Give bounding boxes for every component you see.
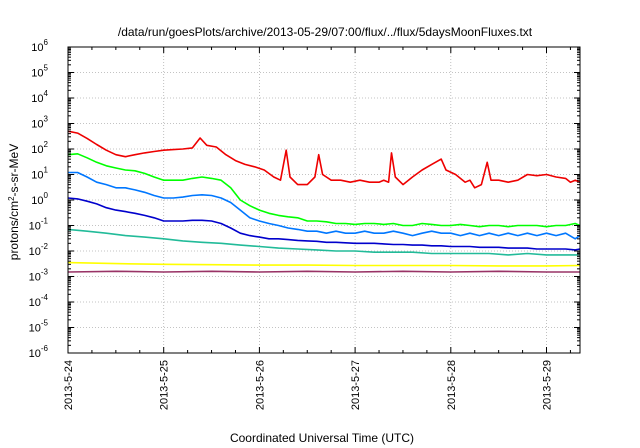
y-tick-label: 104 xyxy=(31,89,48,105)
grid xyxy=(68,47,580,353)
y-tick-label: 102 xyxy=(31,140,48,156)
y-axis-title: protons/cm2-s-sr-MeV xyxy=(7,144,22,260)
y-tick-label: 10-6 xyxy=(29,344,49,360)
y-axis-tick-labels: 10-6 10-5 10-4 10-3 10-2 10-1 100 101 102 103 104 1… xyxy=(29,38,49,360)
series-layer xyxy=(67,130,581,273)
series-line-1 xyxy=(67,130,581,189)
x-axis-tick-labels: 2013-5-24 2013-5-25 2013-5-26 2013-5-27 2013… xyxy=(63,360,554,410)
x-tick-label: 2013-5-28 xyxy=(446,360,458,410)
y-tick-label: 106 xyxy=(31,38,48,54)
y-tick-label: 100 xyxy=(31,191,48,207)
series-line-5 xyxy=(67,228,580,256)
x-tick-label: 2013-5-24 xyxy=(63,360,75,410)
y-tick-label: 10-5 xyxy=(29,319,49,335)
series-line-6 xyxy=(67,261,581,267)
axis-ticks xyxy=(67,46,580,354)
y-tick-label: 105 xyxy=(31,64,48,80)
y-tick-label: 101 xyxy=(31,166,48,182)
x-axis-title: Coordinated Universal Time (UTC) xyxy=(230,431,414,445)
chart-title: /data/run/goesPlots/archive/2013-05-29/0… xyxy=(118,25,533,39)
y-tick-label: 103 xyxy=(31,115,48,131)
series-line-7 xyxy=(67,270,580,273)
x-tick-label: 2013-5-27 xyxy=(350,360,362,410)
series-line-4 xyxy=(67,197,581,251)
series-line-2 xyxy=(67,153,581,228)
y-axis-title-part: -s-sr-MeV xyxy=(7,144,21,197)
x-tick-label: 2013-5-29 xyxy=(542,360,554,410)
y-tick-label: 10-2 xyxy=(29,242,49,258)
y-tick-label: 10-1 xyxy=(29,217,49,233)
x-tick-label: 2013-5-26 xyxy=(254,360,266,410)
series-line-3 xyxy=(68,171,581,240)
y-tick-label: 10-3 xyxy=(29,268,49,284)
y-axis-title-part: protons/cm xyxy=(7,201,21,260)
y-tick-label: 10-4 xyxy=(29,293,49,309)
y-axis-title-superscript: 2 xyxy=(7,196,16,201)
x-tick-label: 2013-5-25 xyxy=(159,360,171,410)
